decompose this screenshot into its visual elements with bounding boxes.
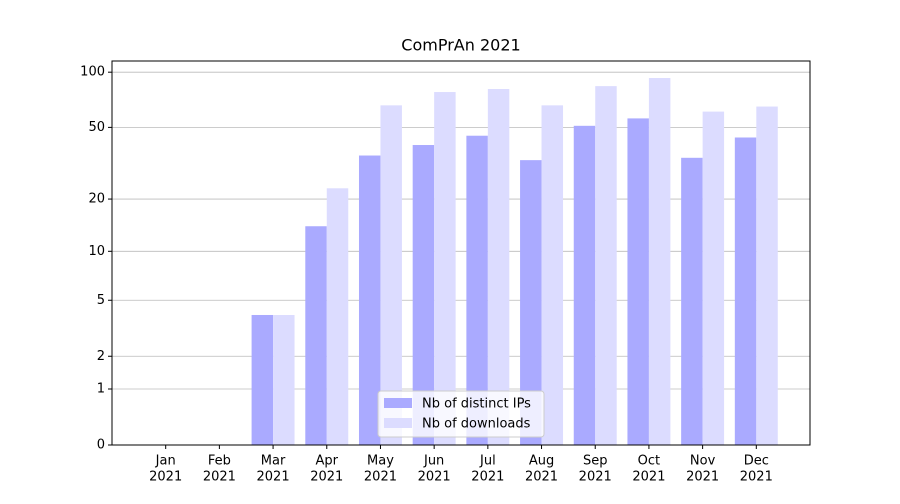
x-tick-label: Jun <box>423 454 444 469</box>
y-tick-label: 5 <box>97 293 105 308</box>
x-tick-label: 2021 <box>740 470 773 485</box>
x-tick-label: Oct <box>638 454 660 469</box>
x-tick-label: 2021 <box>149 470 182 485</box>
bar <box>412 145 435 446</box>
y-tick-label: 1 <box>97 382 105 397</box>
bar <box>466 135 488 446</box>
x-tick-label: Mar <box>261 454 286 469</box>
x-tick-label: Feb <box>208 454 231 469</box>
legend-swatch <box>384 398 412 408</box>
bar <box>648 77 671 445</box>
bar <box>734 137 757 445</box>
x-tick-label: Jan <box>155 454 176 469</box>
bar <box>541 105 564 446</box>
legend: Nb of distinct IPs Nb of downloads <box>377 390 545 438</box>
x-tick-label: 2021 <box>525 470 558 485</box>
bar <box>358 155 381 445</box>
legend-swatch <box>384 418 412 428</box>
x-tick-label: Apr <box>316 454 339 469</box>
x-tick-label: 2021 <box>686 470 719 485</box>
legend-box <box>377 390 545 438</box>
x-tick-label: Dec <box>744 454 769 469</box>
bar <box>273 314 295 445</box>
x-tick-label: 2021 <box>364 470 397 485</box>
bar <box>573 125 596 445</box>
legend-label: Nb of downloads <box>422 417 531 432</box>
bar <box>702 111 725 445</box>
x-tick-label: 2021 <box>579 470 612 485</box>
x-tick-label: Jul <box>479 454 496 469</box>
x-tick-label: 2021 <box>257 470 290 485</box>
x-tick-label: May <box>367 454 394 469</box>
bar <box>251 314 274 445</box>
y-tick-label: 2 <box>97 349 105 364</box>
bar <box>595 86 617 445</box>
y-tick-label: 10 <box>88 244 105 259</box>
chart-title: ComPrAn 2021 <box>401 36 520 55</box>
x-tick-label: 2021 <box>471 470 504 485</box>
y-tick-label: 50 <box>88 120 105 135</box>
x-tick-label: Aug <box>529 454 554 469</box>
bar <box>487 89 510 445</box>
x-tick-label: Nov <box>690 454 716 469</box>
bar <box>681 157 703 445</box>
x-tick-label: 2021 <box>632 470 665 485</box>
legend-label: Nb of distinct IPs <box>422 397 531 412</box>
bar <box>627 118 649 446</box>
y-tick-label: 0 <box>97 438 105 453</box>
x-tick-label: 2021 <box>310 470 343 485</box>
x-tick-label: 2021 <box>418 470 451 485</box>
bar <box>380 105 402 446</box>
bar <box>434 92 456 445</box>
y-tick-label: 100 <box>80 65 105 80</box>
x-tick-label: 2021 <box>203 470 236 485</box>
bar <box>756 106 778 445</box>
bar <box>326 188 349 445</box>
y-tick-label: 20 <box>88 192 105 207</box>
bar <box>305 226 327 445</box>
bar <box>520 160 542 445</box>
axes-frame <box>111 60 811 446</box>
x-tick-label: Sep <box>583 454 608 469</box>
